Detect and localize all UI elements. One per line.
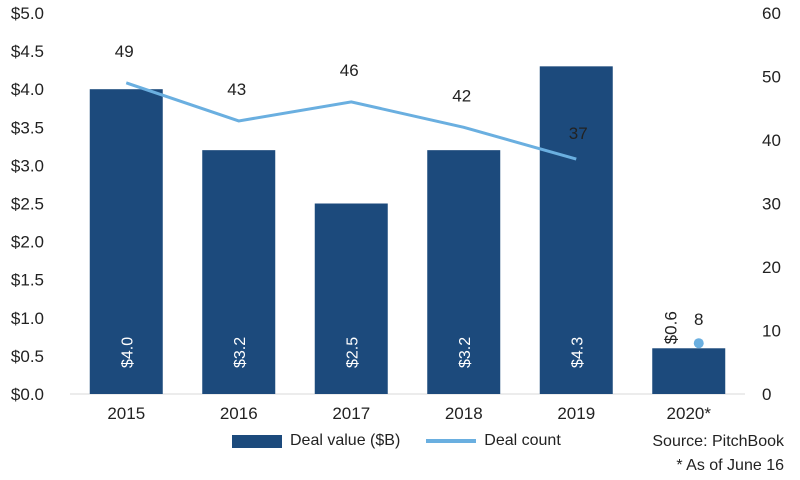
tick-labels: $0.0 $0.5 $1.0 $1.5 $2.0 $2.5 $3.0 $3.5 $4.0 $4.5… xyxy=(11,4,781,423)
deal-count-label: 42 xyxy=(452,86,471,105)
y-right-tick-label: 0 xyxy=(762,385,771,404)
bar xyxy=(202,150,276,394)
bar-value-label: $2.5 xyxy=(344,337,361,368)
y-right-tick-label: 60 xyxy=(762,4,781,23)
legend-label-deal-value: Deal value ($B) xyxy=(290,432,401,449)
y-right-tick-label: 20 xyxy=(762,258,781,277)
deal-count-polyline xyxy=(125,81,577,161)
y-left-tick-label: $4.0 xyxy=(11,80,44,99)
bar xyxy=(314,203,388,394)
legend-item-deal-value: Deal value ($B) xyxy=(232,432,400,450)
x-tick-label: 2019 xyxy=(557,404,595,423)
bar-value-label: $4.0 xyxy=(119,337,136,368)
x-tick-label: 2015 xyxy=(107,404,145,423)
y-right-tick-label: 30 xyxy=(762,195,781,214)
bar-value-label: $3.2 xyxy=(457,337,474,368)
y-left-tick-label: $2.0 xyxy=(11,233,44,252)
x-tick-label: 2017 xyxy=(332,404,370,423)
deal-count-label: 43 xyxy=(227,80,246,99)
y-left-tick-label: $0.0 xyxy=(11,385,44,404)
deal-count-line xyxy=(125,81,704,349)
legend-swatch-line xyxy=(426,439,477,443)
y-left-tick-label: $0.5 xyxy=(11,347,44,366)
y-left-tick-label: $1.5 xyxy=(11,271,44,290)
bar-value-label: $3.2 xyxy=(232,337,249,368)
chart-notes: Source: PitchBook * As of June 16 xyxy=(652,430,784,478)
deal-count-label: 49 xyxy=(115,42,134,61)
legend-item-deal-count: Deal count xyxy=(426,432,561,450)
bar xyxy=(539,66,613,394)
bar-value-label: $4.3 xyxy=(569,337,586,368)
y-right-tick-label: 40 xyxy=(762,131,781,150)
bars xyxy=(89,66,726,394)
x-tick-label: 2016 xyxy=(220,404,258,423)
bar xyxy=(427,150,501,394)
y-left-tick-label: $3.5 xyxy=(11,118,44,137)
legend-swatch-bar xyxy=(232,434,282,448)
bar-value-labels: $4.0 $3.2 $2.5 $3.2 $4.3 $0.6 xyxy=(119,311,681,368)
y-left-tick-label: $5.0 xyxy=(11,4,44,23)
y-left-tick-label: $4.5 xyxy=(11,42,44,61)
deal-count-point xyxy=(693,338,704,349)
y-right-tick-label: 10 xyxy=(762,322,781,341)
legend: Deal value ($B) Deal count xyxy=(232,432,587,450)
bar xyxy=(89,89,163,394)
deal-count-label: 46 xyxy=(340,61,359,80)
deal-count-labels: 49 43 46 42 37 8 xyxy=(115,42,704,329)
y-left-tick-label: $2.5 xyxy=(11,195,44,214)
deal-count-label: 8 xyxy=(694,310,703,329)
footnote: * As of June 16 xyxy=(676,457,784,474)
x-tick-label: 2018 xyxy=(445,404,483,423)
y-right-tick-label: 50 xyxy=(762,68,781,87)
bar xyxy=(652,348,726,394)
legend-label-deal-count: Deal count xyxy=(484,432,561,449)
source-note: Source: PitchBook xyxy=(652,433,784,450)
bar-value-label: $0.6 xyxy=(662,311,681,344)
y-left-tick-label: $1.0 xyxy=(11,309,44,328)
y-left-tick-label: $3.0 xyxy=(11,156,44,175)
x-tick-label: 2020* xyxy=(667,404,712,423)
deal-count-label: 37 xyxy=(569,124,588,143)
